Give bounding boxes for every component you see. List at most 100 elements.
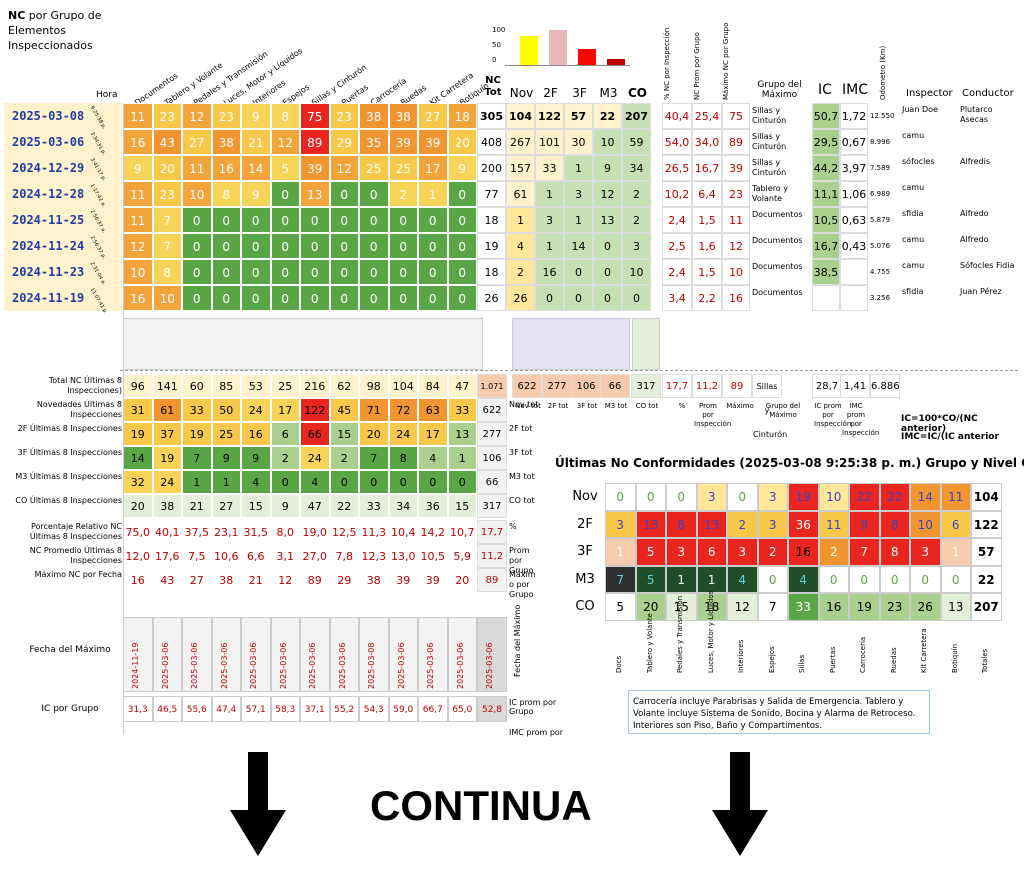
ultimas-col-header: Pedales y Transmisión [676, 595, 684, 673]
summary-cell: 2 [270, 446, 300, 470]
summary-cell: 15 [447, 494, 477, 518]
ultimas-cell: 12 [727, 593, 758, 621]
ultimas-cell: 1 [940, 538, 971, 566]
ultimas-cell: 22 [849, 483, 880, 511]
grupo-cell: Sillas y Cinturón [752, 106, 787, 125]
chart-y-tick: 100 [492, 26, 506, 34]
grupo-cell: Sillas y Cinturón [752, 158, 787, 177]
row-date[interactable]: 2024-12-28 [4, 181, 122, 207]
summary-cell: 19 [152, 446, 182, 470]
summary-cell: 17 [270, 398, 300, 422]
summary-cell: 39 [388, 568, 418, 592]
imc-cell: 0,67 [840, 129, 868, 155]
ultimas-cell: 3 [696, 483, 727, 511]
row-date[interactable]: 2024-12-29 [4, 155, 122, 181]
ultimas-cell: 13 [696, 510, 727, 538]
summary-side: M3 tot [509, 472, 535, 481]
ultimas-cell: 10 [818, 483, 849, 511]
summary-cell: 45 [329, 398, 359, 422]
imc-note: IMC=IC/(IC anterior [901, 432, 999, 442]
level-cell: 2 [506, 259, 535, 285]
nc-cell: 10 [123, 259, 153, 285]
pct-cell: 54,0 [662, 129, 692, 155]
nc-cell: 0 [300, 233, 330, 259]
level-cell: 3 [622, 233, 651, 259]
nc-cell: 23 [152, 103, 182, 129]
ultimas-cell: 4 [727, 565, 758, 593]
ultimas-cell: 3 [727, 538, 758, 566]
summary-cell: 27,0 [300, 544, 330, 568]
summary-cell: 141 [152, 374, 182, 398]
level-cell: 0 [564, 259, 593, 285]
nc-cell: 0 [182, 233, 212, 259]
ultimas-title: Últimas No Conformidades (2025-03-08 9:2… [555, 456, 1024, 470]
odo-cell: 4.755 [870, 268, 891, 276]
empty-block [512, 318, 630, 370]
summary-extra: 17,7 [662, 374, 692, 398]
summary-cell: 63 [418, 398, 448, 422]
ultimas-cell: 0 [910, 565, 941, 593]
summary-cell: 0 [388, 470, 418, 494]
row-date[interactable]: 2024-11-25 [4, 207, 122, 233]
level-cell: 267 [506, 129, 535, 155]
nc-cell: 12 [182, 103, 212, 129]
summary-cell: 8 [388, 446, 418, 470]
max-cell: 16 [722, 285, 750, 311]
prom-cell: 1,6 [692, 233, 722, 259]
fecha-value: 2025-03-06 [190, 642, 199, 690]
nc-cell: 11 [123, 181, 153, 207]
imc-cell: 3,97 [840, 155, 868, 181]
nc-cell: 38 [211, 129, 241, 155]
max-cell: 12 [722, 233, 750, 259]
ultimas-col-header: Espejos [767, 645, 776, 673]
down-arrow-icon [712, 752, 768, 856]
ultimas-row-label: 2F [577, 516, 593, 532]
summary-extra: 89 [722, 374, 752, 398]
chart-bar [520, 36, 538, 65]
summary-total: 66 [477, 470, 507, 494]
ultimas-cell: 207 [971, 593, 1002, 621]
nc-cell: 0 [270, 207, 300, 233]
inspector-cell: sfidia [902, 287, 924, 296]
row-date[interactable]: 2025-03-08 [4, 103, 122, 129]
ultimas-cell: 0 [940, 565, 971, 593]
nc-cell: 9 [447, 155, 477, 181]
level-cell: 200 [477, 155, 506, 181]
summary-total: 89 [477, 568, 507, 592]
summary-extra: 11,2 [692, 374, 722, 398]
summary-cell: 40,1 [152, 520, 182, 544]
grupo-cell: Sillas y Cinturón [752, 132, 787, 151]
pct-cell: 2,5 [662, 233, 692, 259]
pct-cell: 2,4 [662, 207, 692, 233]
ultimas-row-label: 3F [577, 544, 593, 559]
nc-cell: 20 [152, 155, 182, 181]
fecha-value: 2025-03-06 [337, 642, 347, 690]
chart-bar [549, 30, 567, 65]
level-cell: 2 [622, 181, 651, 207]
row-date[interactable]: 2024-11-23 [4, 259, 122, 285]
summary-cell: 50 [211, 398, 241, 422]
level-cell: 104 [506, 103, 535, 129]
nc-cell: 12 [123, 233, 153, 259]
pct-cell: 26,5 [662, 155, 692, 181]
prom-cell: 2,2 [692, 285, 722, 311]
ultimas-cell: 2 [727, 510, 758, 538]
nc-cell: 18 [447, 103, 477, 129]
summary-label: 2F Últimas 8 Inspecciones [17, 424, 122, 433]
summary-col-header: IC prom por Inspección [814, 402, 852, 428]
ic-grupo-cell: 31,3 [123, 696, 153, 722]
ultimas-cell: 0 [879, 565, 910, 593]
level-cell: 9 [593, 155, 622, 181]
row-date[interactable]: 2024-11-24 [4, 233, 122, 259]
nc-cell: 0 [329, 181, 359, 207]
summary-cell: 29 [329, 568, 359, 592]
summary-cell: 10,4 [388, 520, 418, 544]
nc-cell: 8 [270, 103, 300, 129]
row-date[interactable]: 2024-11-19 [4, 285, 122, 311]
summary-cell: 17 [418, 422, 448, 446]
ultimas-cell: 8 [879, 510, 910, 538]
nc-cell: 0 [329, 259, 359, 285]
odo-cell: 3.256 [870, 294, 891, 302]
summary-col-header: Prom por Inspección [694, 402, 732, 428]
row-date[interactable]: 2025-03-06 [4, 129, 122, 155]
